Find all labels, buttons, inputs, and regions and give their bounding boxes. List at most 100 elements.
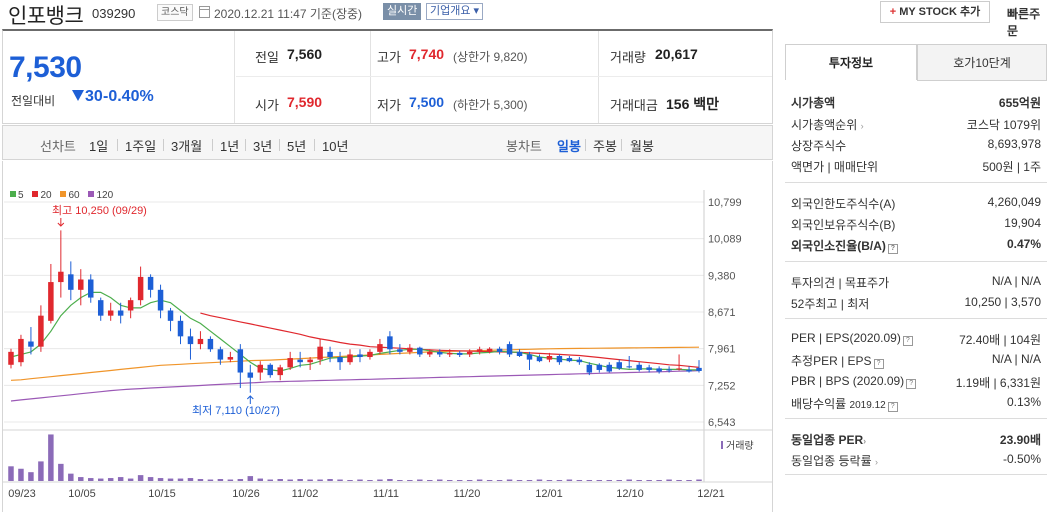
volume-bar bbox=[367, 480, 373, 481]
candle-body bbox=[696, 367, 702, 371]
realtime-badge[interactable]: 실시간 bbox=[383, 3, 422, 20]
candle-body bbox=[566, 358, 573, 362]
sector-change-label[interactable]: 동일업종 등락률 › bbox=[791, 454, 878, 468]
candle-body bbox=[8, 351, 14, 365]
tab-daily-candle[interactable]: 일봉 bbox=[557, 139, 581, 154]
volume-bar bbox=[107, 478, 114, 481]
candle-body bbox=[397, 349, 403, 352]
y-tick-label: 10,089 bbox=[708, 234, 742, 246]
period-tabs bbox=[2, 125, 773, 160]
volume-bar bbox=[28, 472, 34, 481]
down-arrow-icon bbox=[72, 90, 84, 101]
volume-bar bbox=[347, 480, 353, 481]
volume-bar bbox=[117, 477, 124, 481]
candle-body bbox=[437, 351, 443, 355]
tab-monthly-candle[interactable]: 월봉 bbox=[630, 139, 654, 154]
help-icon[interactable]: ? bbox=[887, 244, 898, 254]
candle-body bbox=[157, 289, 164, 311]
ma60-line bbox=[10, 346, 700, 381]
low-label: 저가 bbox=[377, 98, 401, 113]
high-annotation: 최고 10,250 (09/29) bbox=[52, 204, 147, 217]
help-icon[interactable]: ? bbox=[887, 402, 898, 412]
chart-canvas[interactable]: 10,799 10,089 9,380 8,671 7,961 7,252 6,543 거래량… bbox=[0, 0, 775, 512]
divider bbox=[585, 139, 586, 151]
low-annotation: 최저 7,110 (10/27) bbox=[192, 404, 280, 417]
volume-bar bbox=[656, 480, 662, 481]
candle-body bbox=[327, 351, 333, 358]
tab-5year[interactable]: 5년 bbox=[287, 139, 307, 154]
add-mystock-button[interactable]: + MY STOCK 추가 bbox=[880, 1, 990, 23]
volume-bar bbox=[606, 480, 613, 481]
volume-bar bbox=[177, 478, 184, 481]
tab-10year[interactable]: 10년 bbox=[322, 139, 349, 154]
tab-3year[interactable]: 3년 bbox=[253, 139, 273, 154]
candle-body bbox=[177, 320, 184, 337]
volume-bar bbox=[506, 479, 513, 481]
volume-bar bbox=[18, 468, 24, 481]
candle-body bbox=[257, 364, 264, 373]
tab-invest-info[interactable]: 투자정보 bbox=[785, 44, 917, 81]
volume-bar bbox=[546, 480, 553, 481]
volume-bar bbox=[147, 477, 154, 481]
candle-body bbox=[78, 279, 84, 290]
x-tick-label: 11/11 bbox=[373, 488, 399, 500]
volume-bar bbox=[556, 480, 563, 481]
candle-body bbox=[88, 279, 94, 298]
quick-order-link[interactable]: 빠른주문 bbox=[1007, 7, 1041, 38]
market-cap-rank-label[interactable]: 시가총액순위 › bbox=[791, 118, 864, 132]
sector-per-value: 23.90배 bbox=[999, 433, 1041, 447]
tab-1day[interactable]: 1일 bbox=[89, 139, 109, 154]
candle-body bbox=[297, 359, 303, 363]
help-icon[interactable]: ? bbox=[873, 359, 884, 369]
tab-1year[interactable]: 1년 bbox=[220, 139, 240, 154]
tab-3month[interactable]: 3개월 bbox=[171, 139, 203, 154]
volume-bar bbox=[237, 479, 244, 481]
candle-body bbox=[646, 367, 652, 370]
candle-body bbox=[147, 276, 154, 290]
candle-body bbox=[97, 300, 104, 316]
volume-bar bbox=[197, 479, 204, 481]
x-tick-label: 09/23 bbox=[8, 488, 36, 500]
candle-body bbox=[506, 344, 513, 355]
volume-bar bbox=[466, 480, 473, 481]
candle-body bbox=[536, 357, 543, 362]
candle-body bbox=[466, 351, 473, 355]
sector-per-label[interactable]: 동일업종 PER› bbox=[791, 433, 867, 447]
candle-body bbox=[586, 364, 593, 373]
divider bbox=[245, 139, 246, 151]
volume-bar bbox=[686, 480, 692, 481]
candle-body bbox=[546, 355, 553, 360]
corp-info-dropdown[interactable]: 기업개요 ▾ bbox=[426, 3, 484, 20]
help-icon[interactable]: ? bbox=[906, 379, 917, 389]
volume-bar bbox=[417, 479, 423, 481]
volume-bar bbox=[696, 479, 702, 481]
volume-bar bbox=[137, 475, 144, 481]
tab-orderbook[interactable]: 호가10단계 bbox=[917, 44, 1047, 81]
help-icon[interactable]: ? bbox=[902, 336, 913, 346]
candle-body bbox=[616, 362, 622, 369]
candle-body bbox=[237, 349, 244, 373]
volume-bar bbox=[257, 478, 264, 481]
volume-bar bbox=[576, 480, 583, 481]
volume-bar bbox=[377, 479, 383, 481]
volume-bar bbox=[357, 479, 363, 481]
tab-1week[interactable]: 1주일 bbox=[125, 139, 157, 154]
foreign-rate-label: 외국인소진율(B/A)? bbox=[791, 237, 898, 254]
volume-bar bbox=[297, 479, 303, 481]
per-label: PER | EPS(2020.09)? bbox=[791, 331, 913, 346]
foreign-limit-value: 4,260,049 bbox=[987, 195, 1041, 209]
volume-bar bbox=[666, 479, 672, 481]
candle-body bbox=[337, 357, 343, 363]
divider bbox=[279, 139, 280, 151]
change-value: 30 bbox=[72, 88, 103, 106]
candle-body bbox=[217, 349, 224, 360]
x-tick-label: 11/20 bbox=[454, 488, 481, 500]
candle-body bbox=[377, 344, 383, 352]
week52-label: 52주최고 | 최저 bbox=[791, 297, 870, 311]
est-per-label: 추정PER | EPS? bbox=[791, 352, 884, 369]
candle-body bbox=[427, 351, 433, 355]
tab-weekly-candle[interactable]: 주봉 bbox=[593, 139, 617, 154]
x-tick-label: 10/26 bbox=[232, 488, 260, 500]
volume-bar bbox=[317, 479, 323, 481]
dividend-value: 0.13% bbox=[1006, 395, 1041, 409]
